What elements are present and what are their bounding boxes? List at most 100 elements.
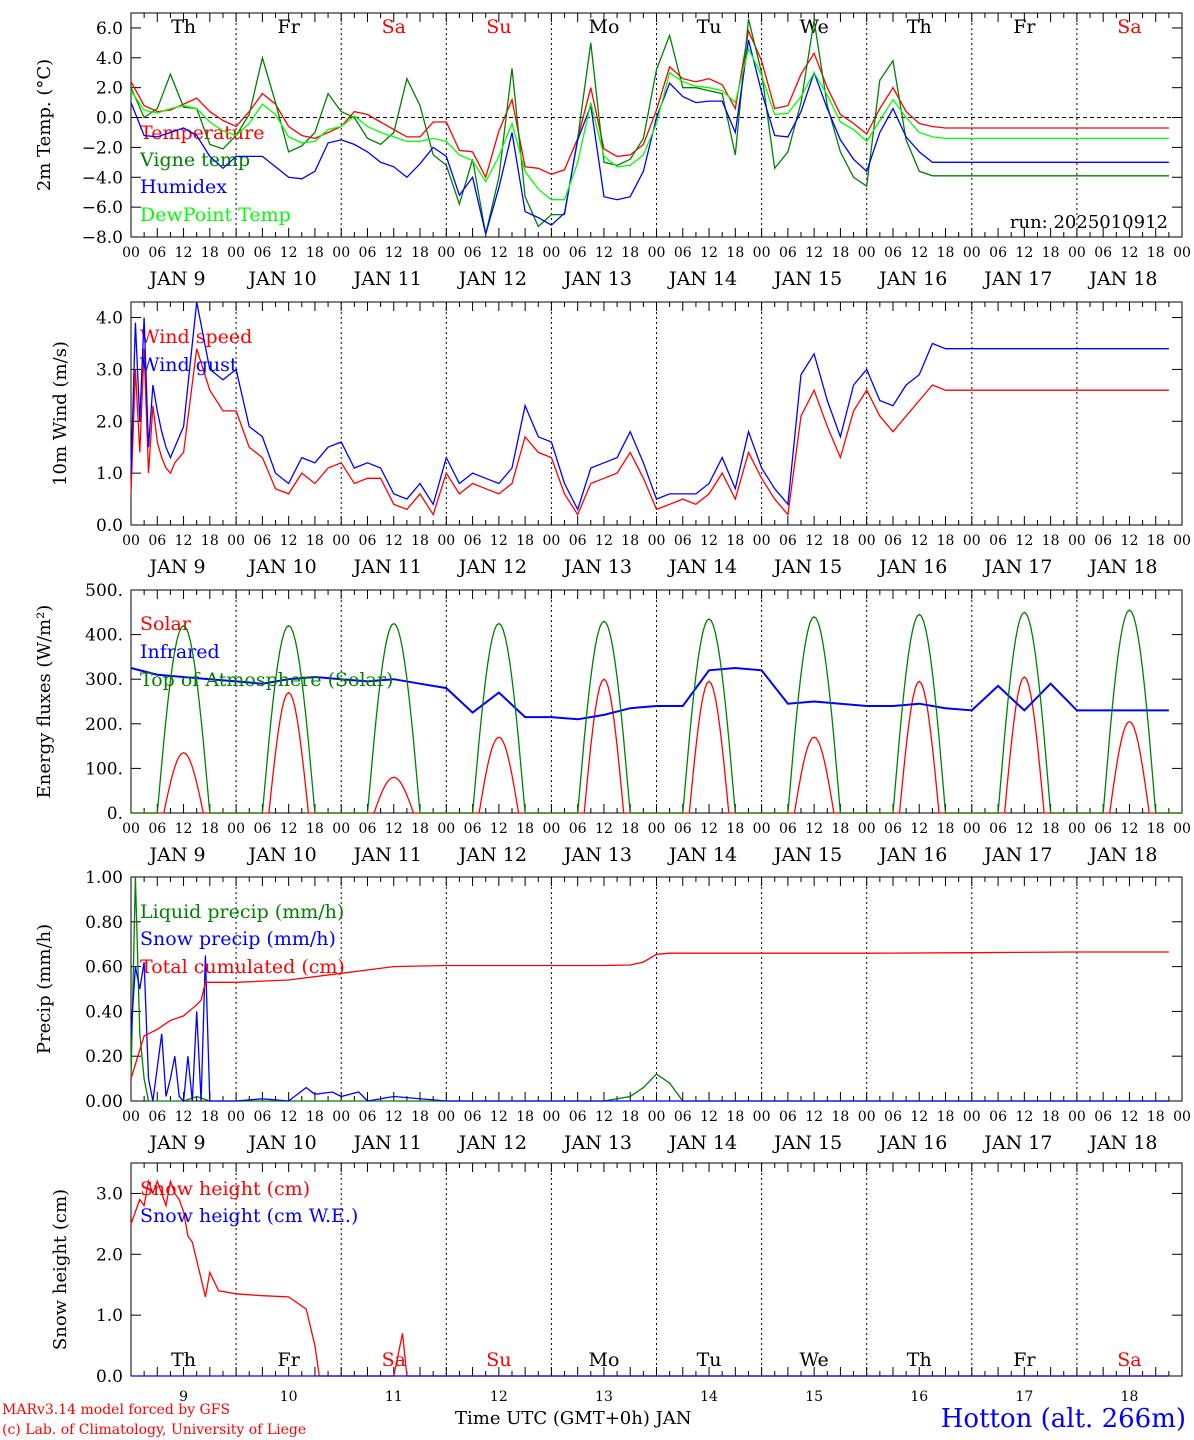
hour-tick-label: 18: [411, 533, 429, 549]
hour-tick-label: 18: [937, 1109, 955, 1125]
hour-tick-label: 06: [884, 533, 902, 549]
hour-tick-label: 00: [1173, 245, 1191, 261]
weekday-label: Th: [171, 1349, 196, 1371]
hour-tick-label: 00: [1068, 245, 1086, 261]
hour-tick-label: 18: [621, 1109, 639, 1125]
hour-tick-label: 00: [332, 1109, 350, 1125]
hour-tick-label: 12: [805, 245, 823, 261]
hour-tick-label: 12: [490, 245, 508, 261]
date-label: JAN 11: [352, 1132, 422, 1154]
hour-tick-label: 00: [332, 821, 350, 837]
hour-tick-label: 00: [963, 821, 981, 837]
hour-tick-label: 18: [201, 821, 219, 837]
hour-tick-label: 00: [1068, 1109, 1086, 1125]
y-tick-label: 4.0: [96, 309, 123, 329]
hour-tick-label: 06: [779, 1109, 797, 1125]
hour-tick-label: 12: [1121, 533, 1139, 549]
hour-tick-label: 06: [674, 245, 692, 261]
hour-tick-label: 06: [253, 821, 271, 837]
hour-tick-label: 00: [963, 1109, 981, 1125]
date-label: JAN 14: [667, 268, 737, 290]
hour-tick-label: 00: [542, 533, 560, 549]
hour-tick-label: 12: [490, 533, 508, 549]
series-line: [131, 609, 1182, 814]
y-tick-label: −8.0: [82, 228, 123, 248]
legend-entry: Total cumulated (cm): [140, 956, 345, 978]
hour-tick-label: 18: [516, 245, 534, 261]
hour-tick-label: 06: [884, 821, 902, 837]
x-axis-title: Time UTC (GMT+0h) JAN: [455, 1408, 692, 1429]
hour-tick-label: 06: [989, 1109, 1007, 1125]
day-number-label: 12: [490, 1389, 508, 1405]
hour-tick-label: 00: [648, 1109, 666, 1125]
hour-tick-label: 12: [280, 245, 298, 261]
hour-tick-label: 06: [253, 1109, 271, 1125]
hour-tick-label: 06: [884, 1109, 902, 1125]
y-tick-label: −6.0: [82, 198, 123, 218]
weekday-label: Tu: [697, 16, 722, 38]
date-label: JAN 10: [247, 556, 317, 578]
hour-tick-label: 00: [542, 245, 560, 261]
hour-tick-label: 06: [569, 1109, 587, 1125]
weekday-label: Tu: [697, 1349, 722, 1371]
weekday-label: Th: [171, 16, 196, 38]
series-line: [130, 348, 1169, 517]
date-label: JAN 15: [772, 844, 842, 866]
y-tick-label: 2.0: [96, 79, 123, 99]
y-tick-label: 4.0: [96, 49, 123, 69]
y-axis-label: 2m Temp. (°C): [34, 59, 55, 191]
hour-tick-label: 00: [753, 533, 771, 549]
y-tick-label: 3.0: [96, 1184, 123, 1204]
hour-tick-label: 18: [516, 821, 534, 837]
hour-tick-label: 18: [411, 821, 429, 837]
date-label: JAN 10: [247, 268, 317, 290]
y-tick-label: 0.0: [96, 1367, 123, 1387]
hour-tick-label: 06: [779, 533, 797, 549]
date-label: JAN 11: [352, 556, 422, 578]
hour-tick-label: 12: [385, 533, 403, 549]
hour-tick-label: 12: [805, 821, 823, 837]
date-label: JAN 9: [148, 268, 206, 290]
hour-tick-label: 00: [122, 533, 140, 549]
hour-tick-label: 18: [1147, 533, 1165, 549]
hour-tick-label: 00: [858, 821, 876, 837]
hour-tick-label: 18: [1042, 533, 1060, 549]
hour-tick-label: 18: [1042, 245, 1060, 261]
hour-tick-label: 00: [227, 245, 245, 261]
hour-tick-label: 00: [858, 245, 876, 261]
legend-entry: Snow precip (mm/h): [140, 928, 336, 950]
y-tick-label: 0.00: [85, 1092, 123, 1112]
weekday-label: Su: [486, 16, 511, 38]
hour-tick-label: 06: [779, 245, 797, 261]
hour-tick-label: 18: [201, 245, 219, 261]
hour-tick-label: 12: [280, 1109, 298, 1125]
hour-tick-label: 18: [1042, 821, 1060, 837]
hour-tick-label: 12: [1121, 1109, 1139, 1125]
hour-tick-label: 18: [832, 245, 850, 261]
legend-entry: Humidex: [140, 176, 227, 198]
hour-tick-label: 06: [359, 245, 377, 261]
hour-tick-label: 12: [385, 1109, 403, 1125]
hour-tick-label: 12: [910, 1109, 928, 1125]
hour-tick-label: 06: [779, 821, 797, 837]
hour-tick-label: 18: [937, 245, 955, 261]
series-line: [130, 955, 1169, 1103]
credit-line-2: (c) Lab. of Climatology, University of L…: [2, 1422, 306, 1438]
y-tick-label: 400.: [85, 626, 123, 646]
hour-tick-label: 06: [1094, 533, 1112, 549]
weekday-label: Fr: [278, 16, 301, 38]
y-axis-label: 10m Wind (m/s): [50, 341, 71, 486]
hour-tick-label: 18: [832, 821, 850, 837]
hour-tick-label: 12: [280, 533, 298, 549]
hour-tick-label: 06: [464, 821, 482, 837]
hour-tick-label: 00: [753, 245, 771, 261]
y-tick-label: 0.0: [96, 516, 123, 536]
legend-entry: Top of Atmosphere (Solar): [140, 669, 393, 691]
date-label: JAN 9: [148, 1132, 206, 1154]
y-tick-label: −2.0: [82, 138, 123, 158]
date-label: JAN 15: [772, 1132, 842, 1154]
hour-tick-label: 12: [700, 533, 718, 549]
date-label: JAN 12: [457, 844, 527, 866]
hour-tick-label: 06: [148, 821, 166, 837]
hour-tick-label: 12: [700, 245, 718, 261]
